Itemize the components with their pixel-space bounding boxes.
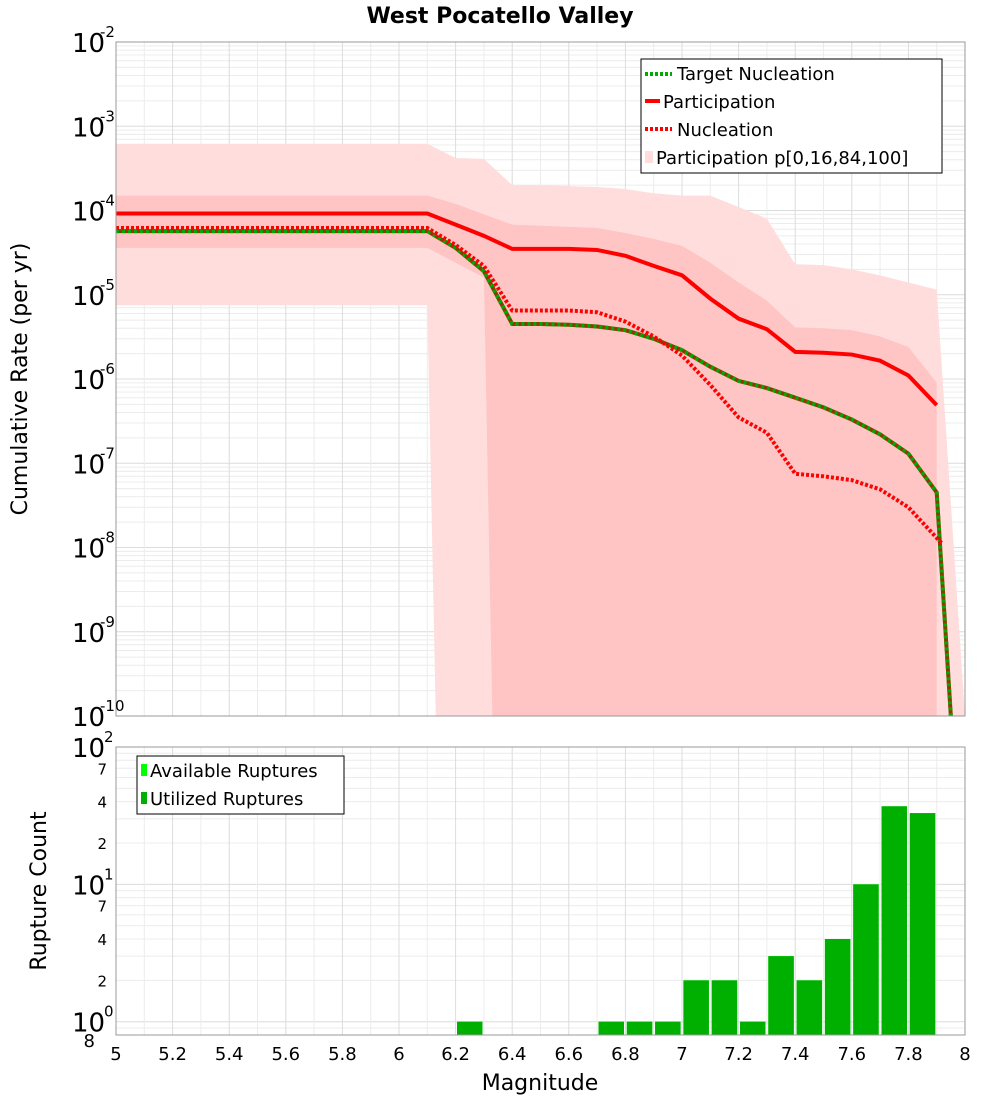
legend-label-nucleation: Nucleation (677, 120, 773, 141)
legend-swatch-participation-band (645, 151, 653, 163)
utilized-ruptures-bar (881, 806, 907, 1035)
nucleation-line (116, 225, 944, 546)
rupture-plot-frame (115, 746, 966, 1036)
x-tick-label: 5 (110, 1044, 121, 1065)
y-tick-exponent: -2 (100, 23, 115, 41)
y-tick-label: 10 (72, 734, 105, 764)
x-axis-ticks: 5 5.2 5.4 5.6 5.8 6 6.2 6.4 6.6 6.8 7 7.2 7.4 7.6 7.8 8 (110, 1044, 970, 1065)
utilized-ruptures-bar (824, 939, 851, 1035)
x-tick-label: 7.6 (837, 1044, 866, 1065)
x-tick-label: 5.2 (158, 1044, 187, 1065)
y-tick-label: 10 (72, 1009, 105, 1039)
x-tick-label: 7.4 (781, 1044, 810, 1065)
y-tick-label: 10 (72, 871, 105, 901)
utilized-ruptures-bar (683, 980, 709, 1035)
participation-line (116, 211, 939, 407)
y-tick-exponent: -3 (100, 107, 115, 125)
x-axis-label: Magnitude (482, 1071, 599, 1096)
legend-label-participation: Participation (663, 92, 775, 113)
y-minor-tick-label: 2 (97, 972, 107, 990)
x-tick-label: 6 (393, 1044, 404, 1065)
rupture-bars (457, 806, 936, 1035)
x-tick-label: 6.8 (611, 1044, 640, 1065)
y-minor-tick-label: 4 (97, 794, 107, 812)
rate-legend: Target Nucleation Participation Nucleati… (640, 58, 943, 174)
x-tick-label: 6.2 (441, 1044, 470, 1065)
legend-label-participation-band: Participation p[0,16,84,100] (656, 148, 908, 169)
y-tick-label: 10 (72, 619, 105, 649)
legend-label-available-ruptures: Available Ruptures (150, 761, 318, 782)
y-minor-tick-label: 8 (84, 1031, 95, 1052)
y-tick-exponent: -8 (100, 529, 115, 547)
utilized-ruptures-bar (457, 1021, 483, 1035)
y-minor-tick-label: 4 (97, 931, 107, 949)
rate-y-ticks: 10-210-310-410-510-610-710-810-910-10 (72, 23, 125, 733)
y-tick-label: 10 (72, 703, 105, 733)
utilized-ruptures-bar (711, 980, 738, 1035)
utilized-ruptures-bar (909, 813, 936, 1035)
participation-band-inner (116, 195, 937, 716)
y-minor-tick-label: 7 (97, 760, 107, 778)
rupture-legend: Available Ruptures Utilized Ruptures (136, 755, 345, 815)
legend-swatch-available-ruptures (141, 764, 147, 776)
legend-label-target-nucleation: Target Nucleation (676, 64, 835, 85)
y-tick-exponent: -9 (100, 613, 115, 631)
y-tick-label: 10 (72, 450, 105, 480)
rate-y-axis-label: Cumulative Rate (per yr) (8, 243, 33, 516)
x-tick-label: 6.4 (498, 1044, 527, 1065)
utilized-ruptures-bar (768, 956, 794, 1035)
y-tick-exponent: -6 (100, 360, 115, 378)
x-tick-label: 8 (959, 1044, 970, 1065)
rate-lines (116, 211, 953, 717)
x-tick-label: 5.4 (215, 1044, 244, 1065)
rupture-legend-box (136, 755, 345, 815)
y-tick-exponent: 0 (104, 1003, 114, 1021)
y-minor-tick-label: 2 (97, 835, 107, 853)
legend-swatch-utilized-ruptures (141, 792, 147, 804)
utilized-ruptures-bar (598, 1021, 624, 1035)
utilized-ruptures-bar (796, 980, 823, 1035)
chart-title: West Pocatello Valley (366, 4, 633, 29)
y-tick-label: 10 (72, 198, 105, 228)
rate-legend-box (640, 58, 943, 174)
y-tick-label: 10 (72, 113, 105, 143)
rate-plot-frame (115, 41, 966, 717)
y-tick-exponent: -4 (100, 192, 115, 210)
utilized-ruptures-bar (655, 1021, 681, 1035)
y-tick-label: 10 (72, 29, 105, 59)
x-tick-label: 5.6 (271, 1044, 300, 1065)
y-tick-label: 10 (72, 282, 105, 312)
legend-label-utilized-ruptures: Utilized Ruptures (150, 789, 303, 810)
x-tick-label: 6.6 (554, 1044, 583, 1065)
x-tick-label: 7.8 (894, 1044, 923, 1065)
y-minor-tick-label: 7 (97, 898, 107, 916)
y-tick-exponent: 1 (104, 865, 114, 883)
utilized-ruptures-bar (626, 1021, 653, 1035)
y-tick-exponent: -7 (100, 444, 115, 462)
utilized-ruptures-bar (740, 1021, 766, 1035)
y-tick-exponent: -5 (100, 276, 115, 294)
participation-band (116, 143, 965, 717)
target-nucleation-line (116, 229, 953, 717)
utilized-ruptures-bar (853, 884, 879, 1035)
rupture-y-axis-label: Rupture Count (27, 811, 52, 971)
y-tick-exponent: 2 (104, 728, 114, 746)
y-tick-label: 10 (72, 535, 105, 565)
y-tick-exponent: -10 (100, 697, 125, 715)
y-tick-label: 10 (72, 366, 105, 396)
x-tick-label: 5.8 (328, 1044, 357, 1065)
rate-panel: 10-210-310-410-510-610-710-810-910-10 Cu… (8, 23, 966, 733)
x-tick-label: 7 (676, 1044, 687, 1065)
x-tick-label: 7.2 (724, 1044, 753, 1065)
